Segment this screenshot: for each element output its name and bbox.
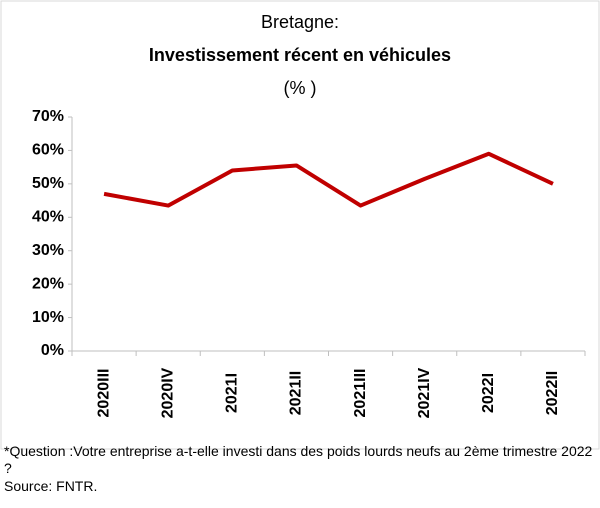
y-tick-label: 30% [32,242,64,259]
series-line [103,151,554,208]
y-tick-label: 0% [41,342,64,359]
y-tick-label: 70% [32,108,64,125]
unit-label: (% ) [284,78,317,98]
x-tick-label: 2020IV [159,367,176,418]
x-tick-label: 2021II [288,371,305,415]
x-tick-label: 2022I [480,373,497,413]
chart-title: Bretagne: [261,12,339,32]
x-tick-label: 2021IV [416,367,433,418]
footnote-source: Source: FNTR. [4,478,98,494]
x-tick-label: 2020III [95,369,112,418]
footnote-question: *Question :Votre entreprise a-t-elle inv… [4,443,593,476]
y-tick-label: 60% [32,142,64,159]
y-tick-label: 50% [32,175,64,192]
x-tick-label: 2021III [352,369,369,418]
y-tick-label: 40% [32,209,64,226]
y-tick-label: 20% [32,275,64,292]
x-tick-label: 2022II [544,371,561,415]
y-tick-label: 10% [32,309,64,326]
chart-subtitle: Investissement récent en véhicules [149,45,451,65]
chart-border [0,0,600,450]
x-tick-label: 2021I [224,373,241,413]
chart: Bretagne: Investissement récent en véhic… [0,0,600,450]
